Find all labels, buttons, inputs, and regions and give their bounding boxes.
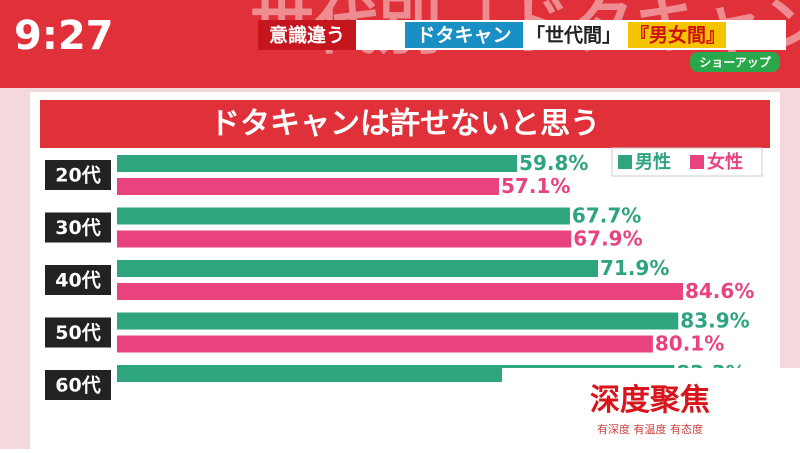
tag-box — [258, 20, 356, 50]
show-name: ショーアップ — [699, 55, 772, 70]
topic: ドタキャン — [416, 25, 511, 47]
bar — [117, 260, 599, 277]
value-label: 67.7% — [572, 204, 641, 228]
bar — [117, 207, 570, 225]
category-label: 60代 — [55, 375, 100, 397]
legend-label: 男性 — [635, 151, 671, 173]
title-box — [40, 100, 770, 148]
value-label: 83.9% — [680, 309, 749, 333]
value-label: 84.6% — [685, 279, 754, 303]
topic-3: 『男女間』 — [630, 24, 725, 47]
category-box — [45, 160, 111, 190]
legend-swatch — [690, 155, 704, 169]
watermark-box — [502, 368, 800, 449]
value-label: 59.8% — [519, 151, 588, 175]
bar — [117, 155, 518, 172]
legend-box — [611, 147, 763, 177]
category-label: 40代 — [55, 270, 100, 292]
watermark-title: 深度聚焦 — [590, 383, 710, 418]
bar — [117, 312, 679, 330]
category-box — [45, 370, 111, 400]
value-label: 71.9% — [600, 256, 669, 280]
bar — [117, 335, 653, 353]
legend-label: 女性 — [707, 151, 743, 173]
category-box — [45, 317, 111, 348]
watermark-slogan: 有深度 有温度 有态度 — [597, 422, 703, 436]
legend-swatch — [618, 155, 632, 169]
topic-2: 「世代間」 — [526, 24, 621, 47]
category-box — [45, 212, 111, 243]
bar — [117, 178, 499, 195]
value-label: 57.1% — [501, 174, 570, 198]
bar — [117, 230, 572, 248]
tag: 意識違う — [269, 24, 345, 47]
value-label: 67.9% — [573, 227, 642, 251]
topic-3-box — [628, 22, 726, 48]
category-label: 20代 — [55, 165, 100, 187]
bar — [117, 283, 683, 300]
category-box — [45, 265, 111, 295]
category-label: 50代 — [55, 322, 100, 344]
category-label: 30代 — [55, 217, 100, 239]
chart-title: ドタキャンは許せないと思う — [210, 107, 600, 142]
show-box — [690, 52, 780, 72]
topic-box — [405, 22, 523, 48]
clock: 9:27 — [14, 13, 114, 59]
value-label: 80.1% — [655, 332, 724, 356]
